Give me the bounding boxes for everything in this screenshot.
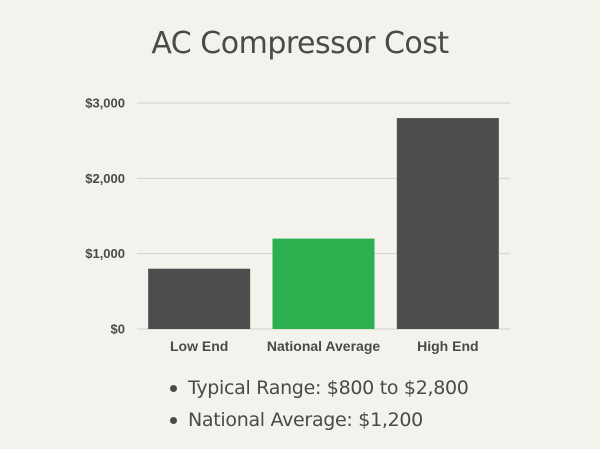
x-tick-label: National Average: [267, 338, 381, 354]
bullet-icon: [170, 385, 177, 392]
summary-item-text: Typical Range: $800 to $2,800: [188, 377, 469, 399]
bullet-icon: [170, 417, 177, 424]
x-tick-label: High End: [417, 338, 478, 354]
summary-list: Typical Range: $800 to $2,800 National A…: [170, 372, 469, 436]
y-tick-label: $0: [111, 322, 125, 337]
x-tick-label: Low End: [170, 338, 228, 354]
summary-item-text: National Average: $1,200: [188, 409, 423, 431]
bar-high-end: [396, 118, 499, 329]
chart-title: AC Compressor Cost: [151, 26, 449, 61]
summary-item-national-average: National Average: $1,200: [170, 404, 469, 436]
bar-low-end: [148, 268, 251, 329]
summary-item-typical-range: Typical Range: $800 to $2,800: [170, 372, 469, 404]
bar-national-average: [272, 238, 375, 329]
y-tick-label: $2,000: [85, 171, 125, 186]
y-tick-label: $1,000: [85, 246, 125, 261]
y-tick-label: $3,000: [85, 96, 125, 111]
